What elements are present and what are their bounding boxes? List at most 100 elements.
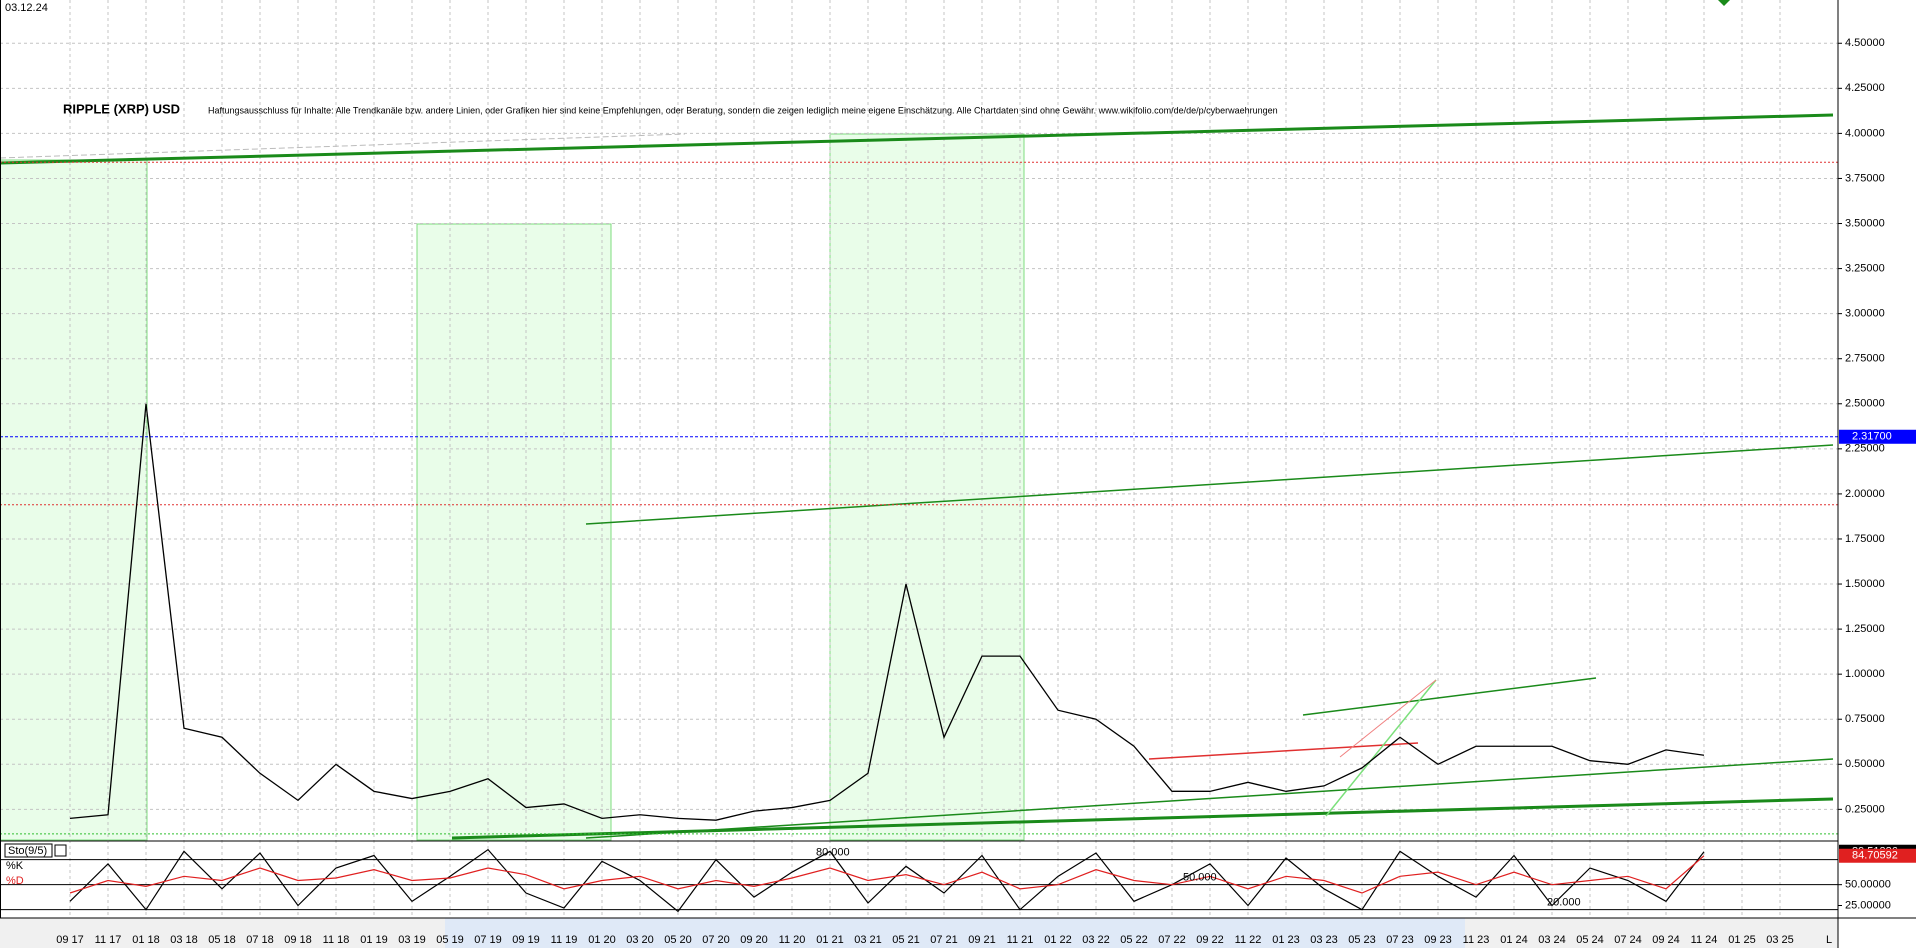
x-tick-label: 11 23 <box>1463 934 1490 946</box>
zone <box>829 133 1025 841</box>
x-axis-highlight <box>445 918 1465 948</box>
y-tick-label: 4.50000 <box>1845 37 1885 49</box>
x-tick-label: 01 24 <box>1500 934 1528 946</box>
trendline <box>1302 677 1597 716</box>
x-tick-label: 01 21 <box>816 934 844 946</box>
x-tick-label: 09 22 <box>1196 934 1224 946</box>
legend-label: %D <box>6 875 24 887</box>
x-tick-label: 05 19 <box>436 934 464 946</box>
x-tick-label: 07 24 <box>1614 934 1642 946</box>
y-tick-label: 2.00000 <box>1845 488 1885 500</box>
x-tick-label: 05 24 <box>1576 934 1604 946</box>
x-tick-label: 07 23 <box>1386 934 1414 946</box>
y-tick-label: 3.00000 <box>1845 308 1885 320</box>
y-tick-label: 0.50000 <box>1845 758 1885 770</box>
last-value-label: 84.70592 <box>1852 850 1898 862</box>
y-tick-label: 2.25000 <box>1845 443 1885 455</box>
y-tick-label: 25.00000 <box>1845 899 1891 911</box>
y-tick-label: 2.75000 <box>1845 353 1885 365</box>
highlight-zones <box>0 133 1025 841</box>
x-tick-label: 07 22 <box>1158 934 1186 946</box>
y-tick-label: 1.50000 <box>1845 578 1885 590</box>
chart-subtitle: Haftungsausschluss für Inhalte: Alle Tre… <box>208 105 1278 115</box>
y-tick-label: 50.00000 <box>1845 879 1891 891</box>
x-tick-label: 07 18 <box>246 934 274 946</box>
last-value-box <box>1839 848 1916 863</box>
trendline <box>585 444 1834 525</box>
date-label: 03.12.24 <box>5 2 48 14</box>
x-tick-label: 09 20 <box>740 934 768 946</box>
grid <box>0 0 1838 918</box>
x-tick-label: 01 18 <box>132 934 160 946</box>
zone <box>0 159 148 841</box>
x-tick-label: 09 21 <box>968 934 996 946</box>
x-tick-label: 09 19 <box>512 934 540 946</box>
last-price-box <box>1839 429 1916 444</box>
chart-title: RIPPLE (XRP) USD <box>63 101 180 116</box>
indicator-box <box>4 843 53 858</box>
x-tick-label: 09 24 <box>1652 934 1680 946</box>
y-tick-label: 1.00000 <box>1845 668 1885 680</box>
x-tick-label: 01 25 <box>1728 934 1756 946</box>
x-tick-label: 01 23 <box>1272 934 1300 946</box>
oscillator-line <box>69 848 1705 913</box>
trendline <box>1325 679 1437 817</box>
x-tick-label: 11 18 <box>323 934 350 946</box>
x-tick-label: 09 17 <box>56 934 84 946</box>
trendline <box>1339 679 1437 758</box>
x-tick-label: 01 22 <box>1044 934 1072 946</box>
x-tick-label: 03 25 <box>1766 934 1794 946</box>
y-tick-label: 4.00000 <box>1845 127 1885 139</box>
x-tick-label: 07 21 <box>930 934 958 946</box>
x-tick-label: 09 18 <box>284 934 312 946</box>
trendline <box>585 758 1834 839</box>
x-tick-label: 03 20 <box>626 934 654 946</box>
y-tick-label: 3.75000 <box>1845 172 1885 184</box>
x-tick-label: 03 22 <box>1082 934 1110 946</box>
y-tick-label: 3.50000 <box>1845 217 1885 229</box>
level-label: 20.000 <box>1547 897 1581 909</box>
x-tick-label: 11 17 <box>95 934 122 946</box>
x-tick-label: 11 21 <box>1007 934 1034 946</box>
trendline <box>0 113 1834 165</box>
marker <box>1718 0 1730 6</box>
x-tick-label: 05 20 <box>664 934 692 946</box>
y-tick-label: 3.25000 <box>1845 262 1885 274</box>
x-tick-label: 03 18 <box>170 934 198 946</box>
price-line <box>69 403 1705 821</box>
y-tick-label: 0.25000 <box>1845 803 1885 815</box>
x-tick-label: 05 23 <box>1348 934 1376 946</box>
level-label: 80.000 <box>816 847 850 859</box>
legend-label: %K <box>6 860 24 872</box>
zone <box>416 223 612 841</box>
indicator-title: Sto(9/5) <box>8 845 47 857</box>
x-tick-label: 11 19 <box>551 934 578 946</box>
x-tick-label: 01 19 <box>360 934 388 946</box>
trendline <box>1148 742 1419 760</box>
x-tick-label: 09 23 <box>1424 934 1452 946</box>
x-tick-label: 05 22 <box>1120 934 1148 946</box>
x-tick-label: 11 20 <box>779 934 806 946</box>
x-tick-label: 07 19 <box>474 934 502 946</box>
last-price-label: 2.31700 <box>1852 431 1892 443</box>
y-tick-label: 0.75000 <box>1845 713 1885 725</box>
y-tick-label: 1.25000 <box>1845 623 1885 635</box>
x-axis-end-label: L <box>1826 934 1832 946</box>
x-tick-label: 03 24 <box>1538 934 1566 946</box>
x-tick-label: 11 22 <box>1235 934 1262 946</box>
x-tick-label: 01 20 <box>588 934 616 946</box>
trendline <box>0 133 686 159</box>
x-tick-label: 05 18 <box>208 934 236 946</box>
x-tick-label: 03 23 <box>1310 934 1338 946</box>
indicator-button[interactable] <box>54 844 67 857</box>
plot <box>0 161 1838 913</box>
oscillator-line <box>69 855 1705 894</box>
x-tick-label: 03 19 <box>398 934 426 946</box>
x-tick-label: 05 21 <box>892 934 920 946</box>
y-tick-label: 4.25000 <box>1845 82 1885 94</box>
trendlines <box>0 0 1834 840</box>
x-tick-label: 03 21 <box>854 934 882 946</box>
x-tick-label: 11 24 <box>1691 934 1718 946</box>
y-tick-label: 1.75000 <box>1845 533 1885 545</box>
